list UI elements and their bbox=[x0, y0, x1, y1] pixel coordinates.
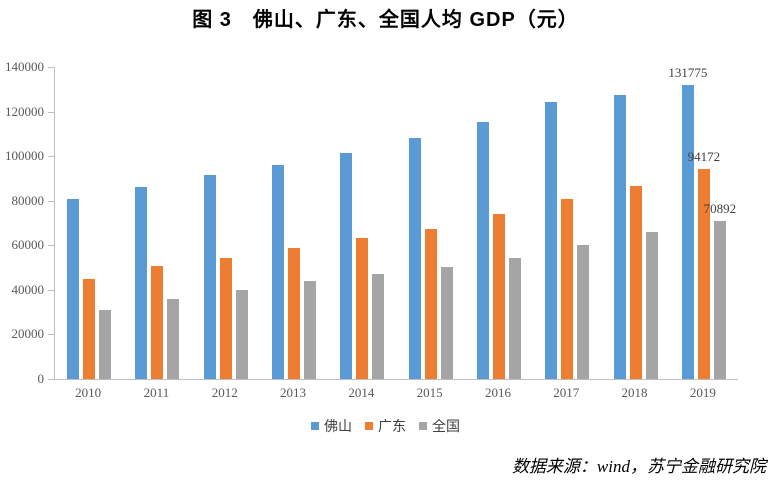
bar-广东-2016 bbox=[492, 213, 505, 379]
bar-广东-2019 bbox=[697, 169, 710, 379]
x-axis-tick-label: 2013 bbox=[280, 385, 307, 400]
bar-value-label-全国: 70892 bbox=[703, 201, 737, 217]
bar-广东-2010 bbox=[83, 279, 96, 379]
y-axis-tick-label: 60000 bbox=[11, 237, 45, 253]
y-axis-tick-mark bbox=[48, 289, 54, 291]
legend: 佛山 广东 全国 bbox=[0, 419, 771, 433]
source-note: 数据来源：wind，苏宁金融研究院 bbox=[511, 457, 766, 476]
legend-swatch-icon bbox=[419, 422, 427, 430]
plot-area: 131775 94172 70892 bbox=[54, 65, 738, 380]
y-axis-tick-label: 80000 bbox=[11, 192, 45, 208]
bar-佛山-2012 bbox=[203, 175, 216, 379]
legend-item-佛山: 佛山 bbox=[311, 419, 352, 433]
bar-全国-2014 bbox=[372, 274, 385, 379]
bar-佛山-2013 bbox=[272, 164, 285, 379]
y-axis-tick-mark bbox=[48, 379, 54, 380]
bar-全国-2016 bbox=[508, 258, 521, 379]
chart-title: 图 3 佛山、广东、全国人均 GDP（元） bbox=[192, 9, 579, 31]
x-axis-tick-label: 2019 bbox=[689, 385, 716, 400]
bar-佛山-2010 bbox=[67, 199, 80, 379]
bar-全国-2013 bbox=[304, 280, 317, 379]
y-axis-tick-mark bbox=[48, 156, 54, 158]
bar-全国-2010 bbox=[99, 310, 112, 379]
x-axis-tick-label: 2018 bbox=[621, 385, 648, 400]
bar-广东-2013 bbox=[288, 247, 301, 379]
bar-value-label-广东: 94172 bbox=[687, 149, 721, 165]
bar-佛山-2019 bbox=[681, 85, 694, 379]
bar-全国-2011 bbox=[167, 298, 180, 379]
y-axis-tick-mark bbox=[48, 67, 54, 68]
legend-swatch-icon bbox=[311, 422, 319, 430]
bar-value-label-佛山: 131775 bbox=[668, 65, 708, 81]
y-axis-tick-label: 140000 bbox=[5, 59, 44, 74]
bar-佛山-2018 bbox=[613, 95, 626, 379]
bar-全国-2019 bbox=[713, 221, 726, 379]
bar-佛山-2011 bbox=[135, 187, 148, 379]
legend-label: 佛山 bbox=[324, 418, 352, 434]
y-axis-tick-label: 120000 bbox=[5, 103, 44, 119]
y-axis-tick-mark bbox=[48, 245, 54, 247]
legend-item-广东: 广东 bbox=[365, 419, 406, 433]
bar-广东-2012 bbox=[219, 257, 232, 379]
x-axis-tick-label: 2011 bbox=[143, 385, 170, 400]
bar-佛山-2016 bbox=[476, 121, 489, 379]
y-axis-tick-label: 40000 bbox=[11, 281, 45, 297]
legend-item-全国: 全国 bbox=[419, 419, 460, 433]
bar-佛山-2014 bbox=[340, 152, 353, 379]
x-axis-tick-label: 2014 bbox=[348, 385, 375, 400]
bar-全国-2015 bbox=[440, 267, 453, 379]
y-axis-tick-label: 20000 bbox=[11, 326, 45, 342]
y-axis-tick-mark bbox=[48, 334, 54, 336]
y-axis-tick-mark bbox=[48, 200, 54, 202]
bar-广东-2015 bbox=[424, 228, 437, 379]
bar-广东-2017 bbox=[561, 198, 574, 379]
bar-广东-2014 bbox=[356, 237, 369, 379]
x-axis-tick-label: 2017 bbox=[553, 385, 580, 400]
x-axis-tick-label: 2015 bbox=[416, 385, 443, 400]
legend-label: 广东 bbox=[378, 418, 406, 434]
x-axis-tick-label: 2012 bbox=[211, 385, 238, 400]
bar-佛山-2015 bbox=[408, 138, 421, 379]
y-axis-tick-label: 0 bbox=[37, 371, 45, 386]
x-axis-tick-label: 2010 bbox=[75, 385, 102, 400]
y-axis-tick-label: 100000 bbox=[5, 148, 44, 164]
bar-全国-2012 bbox=[235, 289, 248, 379]
bar-全国-2018 bbox=[645, 231, 658, 379]
bar-全国-2017 bbox=[577, 245, 590, 379]
x-axis-tick-label: 2016 bbox=[484, 385, 511, 400]
legend-label: 全国 bbox=[432, 418, 460, 434]
y-axis-tick-mark bbox=[48, 111, 54, 113]
bar-广东-2018 bbox=[629, 186, 642, 379]
bar-广东-2011 bbox=[151, 265, 164, 379]
bar-佛山-2017 bbox=[545, 102, 558, 379]
legend-swatch-icon bbox=[365, 422, 373, 430]
